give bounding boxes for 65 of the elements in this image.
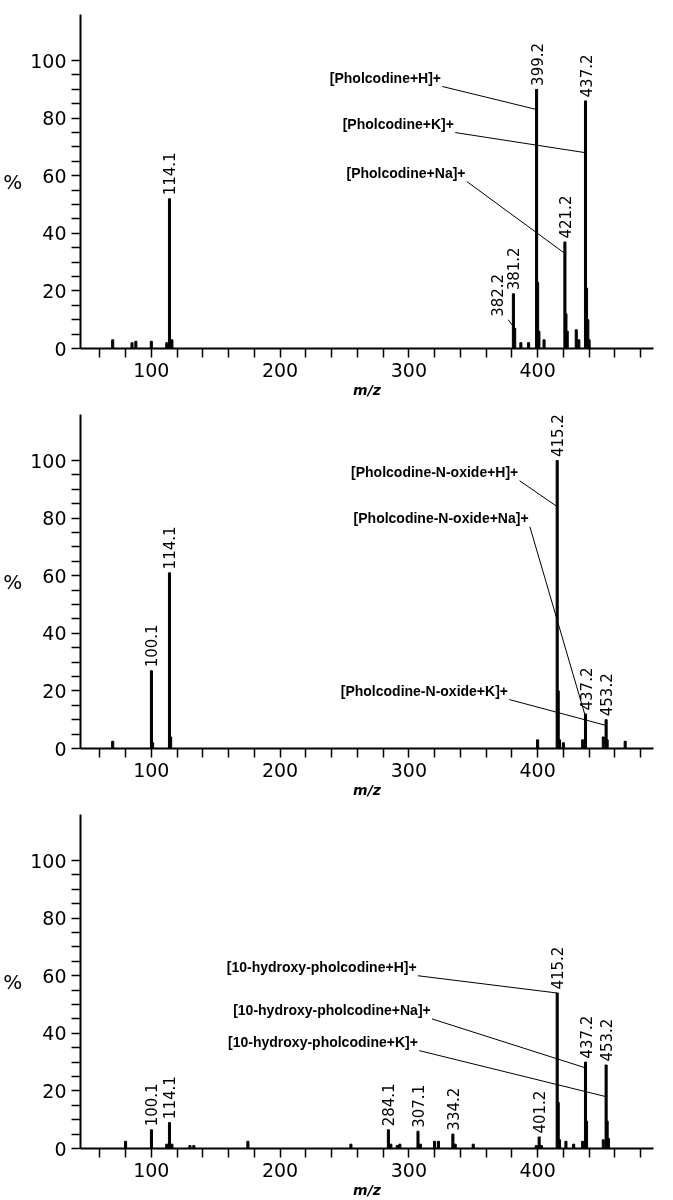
annotation: 437.2	[577, 54, 596, 98]
annotation: 114.1	[161, 526, 180, 570]
y-tick-label: 20	[42, 279, 67, 302]
x-tick-label: 400	[519, 358, 556, 381]
annotation: 114.1	[161, 152, 180, 196]
y-tick-label: 100	[30, 49, 67, 72]
x-tick-label: 300	[390, 758, 427, 781]
annotation: 437.2	[577, 1015, 596, 1059]
y-tick-label: 80	[42, 107, 67, 130]
annotation: [Pholcodine+K]+	[342, 115, 454, 132]
x-tick-label: 100	[133, 1158, 170, 1181]
x-tick-label: 400	[519, 1158, 556, 1181]
y-tick-label: 0	[54, 1137, 67, 1160]
annotation: [Pholcodine-N-oxide+K]+	[340, 682, 508, 699]
annotation: [10-hydroxy-pholcodine+H]+	[226, 959, 417, 976]
x-tick-label: 300	[390, 1158, 427, 1181]
y-axis-title: %	[3, 969, 23, 994]
y-tick-label: 60	[42, 964, 67, 987]
y-tick-label: 100	[30, 449, 67, 472]
x-tick-label: 100	[133, 358, 170, 381]
annotation: 307.1	[409, 1084, 428, 1128]
y-tick-label: 60	[42, 164, 67, 187]
y-tick-label: 20	[42, 1079, 67, 1102]
y-tick-label: 20	[42, 679, 67, 702]
y-tick-label: 40	[42, 1022, 67, 1045]
x-tick-label: 200	[261, 358, 299, 381]
annotation: [10-hydroxy-pholcodine+Na]+	[233, 1002, 431, 1019]
annotation: 453.2	[598, 1018, 617, 1062]
y-tick-label: 80	[42, 507, 67, 530]
annotation: 100.1	[143, 1083, 162, 1127]
annotation: [Pholcodine+H]+	[329, 69, 442, 86]
x-axis-title: m/z	[353, 381, 382, 398]
annotation: 381.2	[505, 247, 524, 291]
y-tick-label: 0	[54, 337, 67, 360]
annotation: 114.1	[161, 1076, 180, 1120]
x-axis-title: m/z	[353, 781, 382, 798]
y-tick-label: 80	[42, 907, 67, 930]
annotation: 415.2	[549, 946, 568, 990]
y-axis-title: %	[3, 569, 23, 594]
annotation: [Pholcodine-N-oxide+Na]+	[353, 510, 529, 527]
y-tick-label: 40	[42, 622, 67, 645]
x-tick-label: 200	[261, 758, 299, 781]
x-axis-title: m/z	[353, 1181, 382, 1198]
annotation: 100.1	[143, 624, 162, 668]
y-tick-label: 100	[30, 849, 67, 872]
annotation: 401.2	[531, 1090, 550, 1134]
annotation: [Pholcodine+Na]+	[346, 164, 466, 181]
annotation: 382.2	[488, 273, 507, 317]
y-tick-label: 0	[54, 737, 67, 760]
x-tick-label: 400	[519, 758, 556, 781]
annotation: 415.2	[549, 414, 568, 458]
annotation: 334.2	[444, 1087, 463, 1131]
x-tick-label: 200	[261, 1158, 299, 1181]
y-tick-label: 60	[42, 564, 67, 587]
annotation: 284.1	[380, 1083, 399, 1127]
annotation: 399.2	[528, 42, 547, 86]
annotation: 437.2	[577, 667, 596, 711]
annotation: 421.2	[556, 195, 575, 239]
y-axis-title: %	[3, 169, 23, 194]
y-tick-label: 40	[42, 222, 67, 245]
annotation: 453.2	[598, 673, 617, 717]
x-tick-label: 300	[390, 358, 427, 381]
annotation: [10-hydroxy-pholcodine+K]+	[228, 1033, 418, 1050]
annotation: [Pholcodine-N-oxide+H]+	[351, 464, 519, 481]
x-tick-label: 100	[133, 758, 170, 781]
